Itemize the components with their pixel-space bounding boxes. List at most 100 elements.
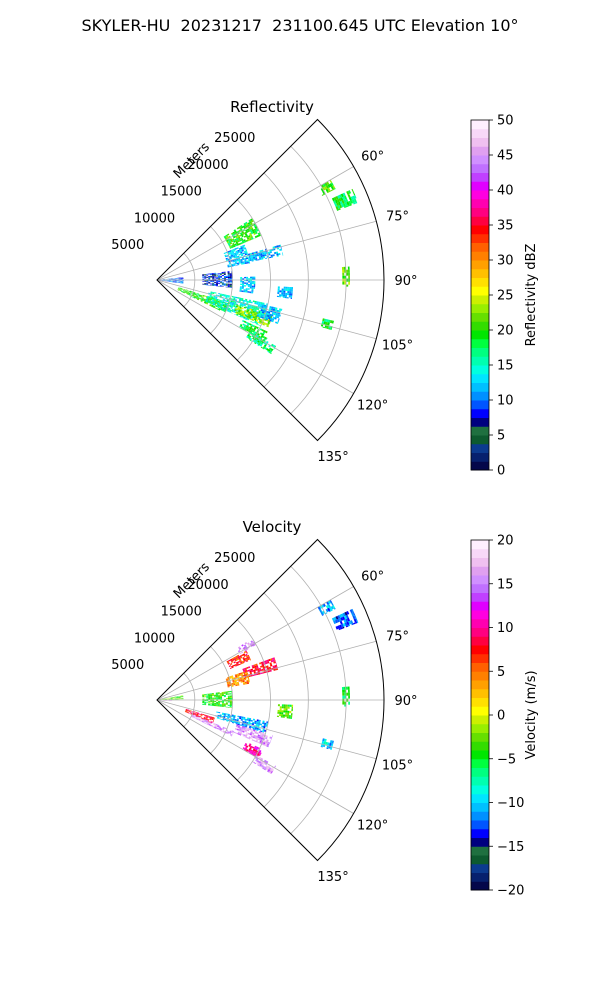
echo-cell [233,305,236,308]
echo-cell [216,308,219,310]
echo-cell [212,698,215,700]
echo-cell [208,724,211,727]
echo-cell [238,647,242,650]
echo-cell [249,327,252,330]
echo-cell [236,252,239,255]
echo-cell [185,291,188,293]
echo-cell [249,323,252,326]
echo-cell [263,344,267,348]
echo-cell [210,702,213,704]
echo-cell [327,187,331,192]
echo-cell [212,703,215,705]
echo-cell [264,744,267,747]
echo-cell [243,285,246,287]
echo-cell [249,314,252,317]
echo-cell [243,226,246,229]
echo-cell [208,703,211,705]
echo-cell [219,306,223,309]
echo-cell [242,283,245,286]
echo-cell [232,244,235,247]
echo-cell [177,288,180,290]
echo-cell [253,306,256,310]
echo-cell [230,306,233,309]
echo-cell [239,325,242,328]
echo-cell [210,700,213,702]
echo-cell [185,710,188,712]
colorbar-swatch [471,435,489,445]
echo-cell [223,730,226,733]
echo-cell [343,206,347,209]
echo-cell [212,697,215,699]
echo-cell [226,681,229,684]
echo-cell [215,294,218,296]
echo-cell [204,283,207,285]
echo-cell [251,285,254,288]
echo-cell [246,316,249,319]
echo-cell [192,294,195,297]
colorbar-swatch [471,540,489,550]
colorbar-swatch [471,225,489,235]
colorbar-swatch [471,837,489,847]
echo-cell [201,297,204,300]
echo-cell [223,705,226,707]
echo-cell [346,610,350,615]
echo-cell [249,747,252,750]
echo-cell [233,236,236,239]
echo-cell [200,295,203,298]
echo-cell [225,294,229,297]
echo-cell [185,290,188,292]
echo-cell [204,704,207,706]
echo-cell [232,658,235,661]
echo-cell [253,671,256,674]
echo-cell [269,251,273,254]
echo-cell [204,694,207,696]
echo-cell [216,298,219,301]
theta-tick-label: 60° [361,570,384,585]
echo-cell [326,191,330,194]
echo-cell [270,659,274,663]
echo-cell [218,280,221,282]
echo-cell [323,741,327,745]
echo-cell [259,763,262,767]
echo-cell [333,196,337,201]
echo-cell [250,675,253,677]
echo-cell [216,281,219,283]
echo-cell [342,269,345,273]
echo-cell [248,256,251,259]
echo-cell [287,293,290,296]
colorbar-swatch [471,601,489,611]
echo-cell [235,250,238,253]
echo-cell [247,322,250,325]
echo-cell [215,728,218,730]
echo-cell [229,284,232,287]
echo-cell [331,740,334,744]
echo-cell [241,733,244,736]
echo-cell [234,243,237,246]
echo-cell [212,701,215,703]
echo-cell [244,657,248,660]
echo-cell [230,253,233,256]
echo-cell [280,308,283,311]
echo-cell [279,248,282,251]
echo-cell [232,720,235,723]
echo-cell [231,310,234,312]
echo-cell [259,740,262,743]
echo-cell [215,297,218,299]
echo-cell [237,240,240,243]
echo-cell [241,234,244,238]
echo-cell [233,661,236,664]
echo-cell [262,729,265,732]
echo-cell [222,298,226,301]
echo-cell [231,302,235,305]
echo-cell [225,302,228,305]
echo-cell [250,257,254,260]
echo-cell [287,286,290,290]
echo-cell [192,293,196,295]
echo-cell [242,718,246,720]
echo-cell [210,283,213,285]
echo-cell [227,686,230,688]
echo-cell [226,732,229,735]
echo-cell [217,306,220,308]
echo-cell [229,238,233,241]
echo-cell [269,319,272,322]
